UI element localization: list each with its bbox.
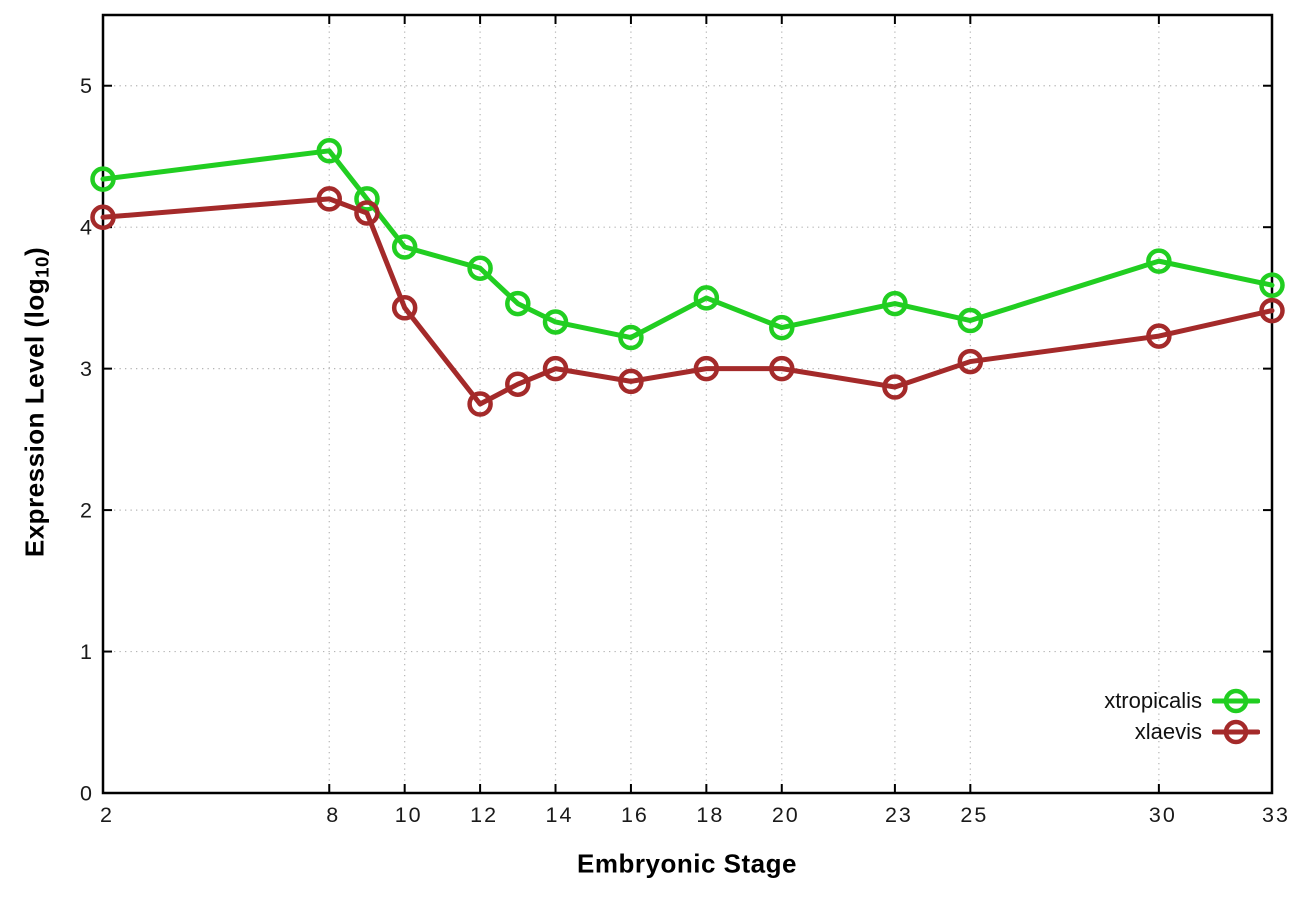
xlaevis-point [1146,323,1172,349]
gridlines [103,15,1272,793]
series-xtropicalis [90,138,1285,351]
xtropicalis-point [505,290,531,317]
xlaevis-point [769,355,795,382]
xlaevis-point [693,355,720,382]
y-tick-label: 0 [80,782,92,806]
x-tick-label: 16 [621,803,649,827]
xlaevis-point [391,295,418,321]
y-tick-label: 4 [80,216,92,240]
xlaevis-point [354,200,380,226]
xtropicalis-point [354,186,380,212]
xtropicalis-marker-icon [1212,688,1260,713]
y-axis-title-text: Expression Level (log [19,277,50,558]
y-tick-label: 2 [80,499,92,523]
series-xlaevis [90,186,1285,417]
xlaevis-line [100,196,1275,407]
y-tick-label: 5 [80,74,92,98]
x-tick-label: 25 [960,803,988,827]
xtropicalis-point [769,314,795,341]
x-tick-label: 14 [546,803,574,827]
xtropicalis-point [467,255,493,281]
xtropicalis-point [882,290,908,317]
legend-item-xtropicalis: xtropicalis [1104,685,1260,716]
legend-label: xtropicalis [1104,687,1202,713]
y-axis-title: Expression Level (log10) [19,246,53,558]
x-tick-label: 10 [395,803,423,827]
legend-item-xlaevis: xlaevis [1135,716,1260,747]
x-tick-label: 23 [885,803,913,827]
xlaevis-point [618,368,644,395]
x-tick-label: 20 [772,803,800,827]
xtropicalis-point [316,138,343,164]
x-tick-label: 33 [1262,803,1290,827]
xlaevis-point [957,348,984,375]
xlaevis-point [882,374,908,400]
xtropicalis-point [693,285,720,311]
xlaevis-point [316,186,343,212]
plot-border [101,13,1274,795]
y-tick-label: 1 [80,640,92,664]
xtropicalis-line [100,148,1275,341]
xtropicalis-point [1259,272,1285,298]
xtropicalis-point [618,324,644,351]
x-axis-title: Embryonic Stage [577,848,797,879]
xtropicalis-point [391,234,418,260]
xtropicalis-point [957,307,984,334]
xlaevis-point [505,371,531,397]
x-tick-label: 12 [470,803,498,827]
y-axis-title-subscript: 10 [31,256,53,278]
y-axis-title-close: ) [19,246,50,257]
y-tick-label: 3 [80,357,92,381]
xlaevis-point [542,355,569,382]
xlaevis-point [1259,297,1285,324]
x-tick-label: 30 [1149,803,1177,827]
x-tick-label: 8 [326,803,340,827]
tick-marks [102,15,1273,794]
xtropicalis-point [542,309,569,335]
xtropicalis-point [90,166,116,192]
xlaevis-point [90,204,116,231]
legend: xtropicalis xlaevis [1104,685,1260,747]
x-tick-label: 18 [696,803,724,827]
xlaevis-marker-icon [1212,719,1260,744]
xtropicalis-point [1146,248,1172,274]
xlaevis-point [467,391,493,417]
legend-label: xlaevis [1134,718,1202,744]
x-tick-label: 2 [100,803,114,827]
